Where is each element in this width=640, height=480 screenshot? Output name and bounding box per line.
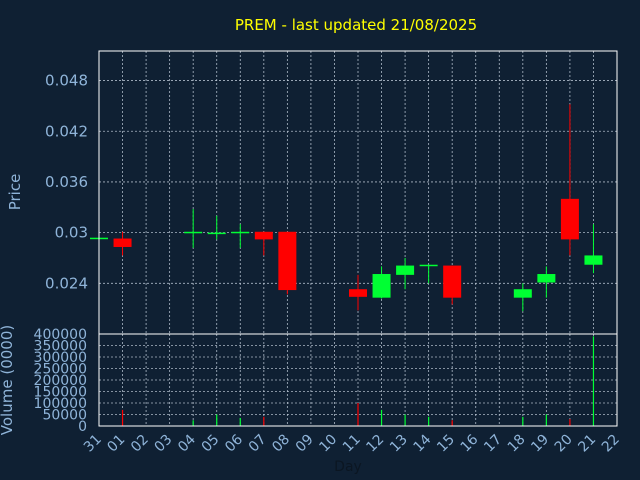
x-tick-label: 14 bbox=[411, 431, 435, 455]
volume-tick-label: 200000 bbox=[34, 373, 87, 389]
x-tick-label: 09 bbox=[293, 432, 317, 456]
y-axis-label: Price bbox=[6, 174, 24, 211]
candle-body bbox=[372, 274, 391, 298]
candle-13 bbox=[396, 257, 415, 290]
candle-04 bbox=[184, 208, 203, 248]
price-tick-label: 0.036 bbox=[45, 173, 88, 191]
x-tick-label: 22 bbox=[599, 432, 623, 456]
price-tick-label: 0.03 bbox=[55, 224, 88, 242]
volume-tick-label: 0 bbox=[78, 419, 87, 435]
candle-08 bbox=[278, 231, 297, 295]
price-tick-label: 0.024 bbox=[45, 274, 88, 292]
volume-tick-labels: 4000003500003000002500002000001500001000… bbox=[34, 327, 87, 435]
volume-tick-label: 350000 bbox=[34, 339, 87, 355]
price-grid bbox=[99, 51, 617, 334]
x-tick-label: 04 bbox=[175, 431, 199, 455]
x-tick-label: 20 bbox=[552, 432, 576, 456]
x-tick-label: 15 bbox=[434, 432, 458, 456]
candle-07 bbox=[254, 231, 273, 256]
x-tick-label: 02 bbox=[128, 432, 152, 456]
candle-15 bbox=[443, 265, 462, 305]
volume-tick-label: 300000 bbox=[34, 350, 87, 366]
x-tick-label: 03 bbox=[152, 432, 176, 456]
x-tick-labels: 31 01 02 03 04 05 06 07 08 09 10 11 12 13 14 15 16 17 18 19… bbox=[81, 431, 623, 455]
x-tick-label: 13 bbox=[387, 432, 411, 456]
volume-axis-label: Volume (0000) bbox=[0, 325, 16, 435]
candles bbox=[90, 104, 603, 312]
candle-body bbox=[349, 289, 367, 297]
candle-body bbox=[443, 265, 462, 298]
x-tick-label: 17 bbox=[481, 432, 505, 456]
candle-18 bbox=[513, 283, 532, 312]
candle-body bbox=[207, 232, 226, 235]
x-tick-label: 05 bbox=[199, 432, 223, 456]
x-axis-label: Day bbox=[334, 459, 362, 475]
price-tick-labels: 0.048 0.042 0.036 0.03 0.024 bbox=[45, 72, 88, 293]
candle-11 bbox=[349, 274, 367, 311]
candle-body bbox=[396, 265, 415, 275]
x-tick-label: 19 bbox=[528, 432, 552, 456]
x-tick-label: 06 bbox=[222, 431, 246, 455]
candle-01 bbox=[113, 231, 132, 256]
price-tick-label: 0.042 bbox=[45, 122, 88, 140]
candle-body bbox=[231, 231, 250, 234]
volume-tick-label: 100000 bbox=[34, 396, 87, 412]
candle-05 bbox=[207, 215, 226, 240]
candle-body bbox=[560, 198, 579, 240]
volume-tick-label: 250000 bbox=[34, 362, 87, 378]
candle-body bbox=[584, 255, 603, 265]
x-tick-label: 18 bbox=[505, 432, 529, 456]
candle-12 bbox=[372, 266, 391, 299]
candle-19 bbox=[537, 266, 556, 298]
x-tick-label: 31 bbox=[81, 432, 105, 456]
candle-body bbox=[278, 231, 297, 291]
x-tick-label: 12 bbox=[363, 432, 387, 456]
x-tick-label: 07 bbox=[246, 432, 270, 456]
candle-20 bbox=[560, 104, 579, 256]
x-tick-label: 16 bbox=[458, 431, 482, 455]
candle-body bbox=[513, 289, 532, 298]
candle-14 bbox=[419, 264, 438, 284]
chart-title: PREM - last updated 21/08/2025 bbox=[235, 16, 477, 34]
volume-tick-label: 150000 bbox=[34, 385, 87, 401]
candle-21 bbox=[584, 224, 603, 274]
volume-tick-label: 400000 bbox=[34, 327, 87, 343]
x-tick-label: 01 bbox=[104, 432, 128, 456]
volume-bars bbox=[121, 336, 595, 426]
x-tick-label: 08 bbox=[269, 432, 293, 456]
candle-body bbox=[113, 238, 132, 247]
candle-body bbox=[419, 264, 438, 267]
volume-grid bbox=[99, 333, 617, 427]
x-tick-label: 10 bbox=[316, 432, 340, 456]
candle-06 bbox=[231, 224, 250, 248]
candle-body bbox=[537, 274, 556, 283]
volume-tick-label: 50000 bbox=[42, 408, 87, 424]
price-tick-label: 0.048 bbox=[45, 72, 88, 90]
x-tick-label: 11 bbox=[340, 432, 364, 456]
x-tick-label: 21 bbox=[575, 432, 599, 456]
candle-body bbox=[184, 231, 203, 234]
volume-plot-frame bbox=[98, 333, 618, 427]
candle-body bbox=[254, 231, 273, 240]
